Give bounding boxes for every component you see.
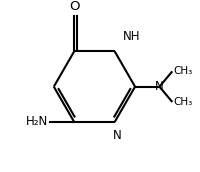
Text: O: O	[70, 0, 80, 13]
Text: NH: NH	[123, 30, 140, 43]
Text: H₂N: H₂N	[26, 115, 48, 128]
Text: CH₃: CH₃	[174, 97, 193, 107]
Text: CH₃: CH₃	[174, 66, 193, 77]
Text: N: N	[155, 80, 164, 93]
Text: N: N	[113, 129, 122, 142]
